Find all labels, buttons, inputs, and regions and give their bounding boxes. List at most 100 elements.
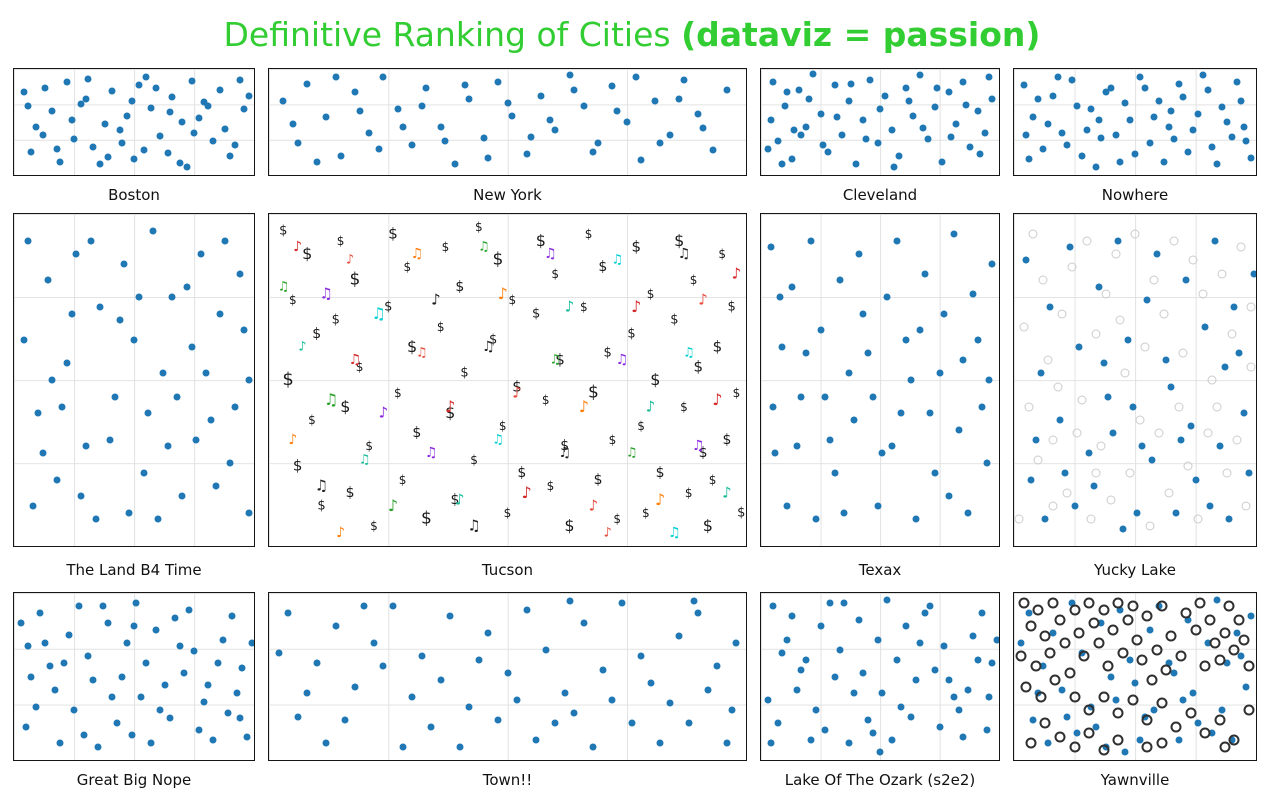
scatter-marker bbox=[878, 689, 886, 697]
scatter-marker bbox=[116, 126, 124, 134]
scatter-marker bbox=[709, 146, 717, 154]
subplot-grid: Boston New York Cleveland Nowhere The La… bbox=[0, 68, 1264, 799]
scatter-marker: $ bbox=[489, 332, 498, 348]
subplot-lake-of-the-ozark: Lake Of The Ozark (s2e2) bbox=[760, 592, 1000, 799]
scatter-marker bbox=[608, 82, 616, 90]
scatter-marker bbox=[101, 120, 109, 128]
scatter-marker bbox=[1046, 303, 1054, 311]
scatter-marker bbox=[1179, 93, 1187, 101]
scatter-marker bbox=[1150, 706, 1158, 714]
title-regular: Definitive Ranking of Cities bbox=[223, 14, 682, 54]
scatter-marker bbox=[1025, 737, 1037, 749]
scatter-marker bbox=[1211, 237, 1219, 245]
scatter-marker bbox=[84, 75, 92, 83]
scatter-marker bbox=[1054, 614, 1066, 626]
scatter-marker bbox=[988, 260, 996, 268]
scatter-marker bbox=[694, 110, 702, 118]
scatter-marker bbox=[171, 614, 179, 622]
scatter-marker bbox=[1015, 650, 1027, 662]
scatter-marker bbox=[1155, 97, 1163, 105]
scatter-marker bbox=[824, 148, 832, 156]
scatter-marker bbox=[17, 619, 25, 627]
scatter-marker bbox=[959, 733, 967, 741]
scatter-marker bbox=[408, 141, 416, 149]
scatter-marker bbox=[1199, 71, 1207, 79]
scatter-marker bbox=[1237, 652, 1245, 660]
scatter-marker bbox=[389, 602, 397, 610]
scatter-marker bbox=[1223, 659, 1231, 667]
scatter-marker bbox=[32, 123, 40, 131]
scatter-marker bbox=[888, 442, 896, 450]
scatter-marker bbox=[902, 84, 910, 92]
scatter-marker bbox=[80, 731, 88, 739]
scatter-marker bbox=[494, 716, 502, 724]
scatter-marker bbox=[173, 393, 181, 401]
figure-header: Definitive Ranking of Cities (dataviz = … bbox=[0, 0, 1264, 68]
scatter-marker bbox=[365, 129, 373, 137]
scatter-marker bbox=[883, 293, 891, 301]
scatter-marker bbox=[63, 359, 71, 367]
scatter-marker bbox=[628, 719, 636, 727]
scatter-marker: $ bbox=[393, 386, 402, 401]
scatter-marker: $ bbox=[355, 359, 364, 374]
scatter-marker bbox=[905, 97, 913, 105]
scatter-marker bbox=[1180, 607, 1192, 619]
scatter-marker: $ bbox=[498, 419, 507, 434]
scatter-marker bbox=[931, 469, 939, 477]
scatter-marker bbox=[1098, 691, 1110, 703]
scatter-marker bbox=[375, 145, 383, 152]
scatter-marker bbox=[608, 696, 616, 704]
scatter-marker bbox=[192, 436, 200, 444]
scatter-marker bbox=[1095, 116, 1103, 124]
scatter-marker bbox=[1039, 662, 1047, 670]
scatter-marker bbox=[1067, 262, 1077, 272]
scatter-marker: $ bbox=[292, 456, 303, 475]
scatter-marker bbox=[807, 237, 815, 245]
scatter-marker bbox=[245, 376, 253, 384]
scatter-marker bbox=[831, 469, 839, 477]
cleveland-scatter-plot bbox=[760, 68, 1000, 176]
scatter-marker bbox=[1136, 654, 1148, 666]
scatter-marker bbox=[1047, 597, 1059, 609]
scatter-marker bbox=[195, 726, 203, 734]
scatter-marker: $ bbox=[308, 412, 316, 427]
scatter-marker bbox=[1162, 356, 1170, 364]
scatter-marker bbox=[1199, 660, 1211, 672]
scatter-marker bbox=[862, 135, 870, 143]
scatter-marker bbox=[1098, 744, 1110, 756]
scatter-marker bbox=[1126, 656, 1134, 664]
scatter-marker: $ bbox=[312, 325, 322, 342]
scatter-marker bbox=[570, 709, 578, 717]
scatter-marker bbox=[680, 76, 688, 84]
scatter-marker bbox=[1188, 255, 1198, 265]
scatter-marker bbox=[1243, 660, 1255, 672]
scatter-marker bbox=[764, 696, 772, 704]
scatter-marker: $ bbox=[398, 472, 407, 487]
scatter-marker bbox=[294, 139, 302, 147]
scatter-marker bbox=[128, 97, 136, 105]
scatter-marker bbox=[855, 250, 863, 258]
scatter-marker bbox=[983, 459, 991, 467]
scatter-marker bbox=[104, 153, 112, 161]
scatter-marker bbox=[1204, 614, 1216, 626]
scatter-marker bbox=[207, 416, 215, 424]
scatter-marker bbox=[243, 733, 251, 741]
scatter-marker bbox=[1061, 469, 1069, 477]
scatter-marker bbox=[728, 706, 736, 714]
scatter-marker bbox=[1127, 694, 1139, 706]
scatter-marker: ♫ bbox=[477, 239, 490, 255]
scatter-marker bbox=[494, 78, 502, 86]
scatter-marker bbox=[68, 310, 76, 318]
scatter-marker: ♪ bbox=[345, 252, 355, 268]
scatter-marker bbox=[783, 502, 791, 510]
scatter-marker bbox=[523, 150, 531, 158]
scatter-marker: ♪ bbox=[698, 290, 708, 309]
scatter-marker bbox=[907, 713, 915, 721]
scatter-marker bbox=[188, 343, 196, 351]
scatter-marker bbox=[370, 639, 378, 647]
scatter-marker bbox=[1048, 501, 1058, 511]
scatter-marker bbox=[149, 227, 157, 235]
scatter-marker bbox=[120, 260, 128, 268]
scatter-marker bbox=[570, 86, 578, 94]
scatter-marker: ♫ bbox=[314, 476, 329, 495]
